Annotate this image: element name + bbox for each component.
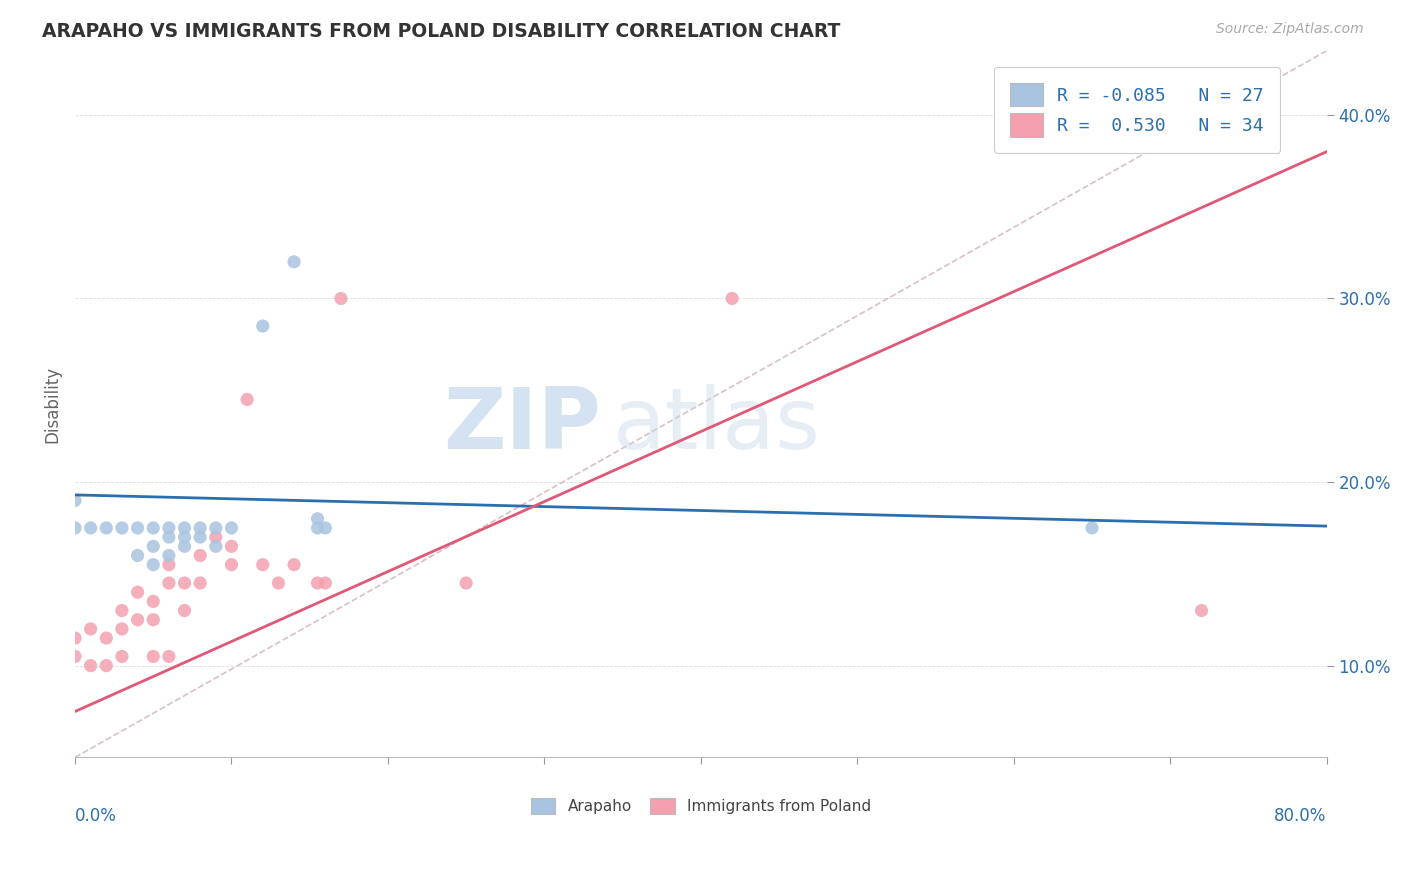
Point (111, 622, 134, 636)
Point (127, 521, 149, 535)
Point (188, 576, 211, 591)
Point (1081, 521, 1104, 535)
Point (142, 594, 165, 608)
Point (63, 649, 86, 664)
Point (252, 318, 274, 333)
Point (314, 576, 336, 591)
Point (236, 392, 259, 407)
Y-axis label: Disability: Disability (44, 366, 60, 442)
Point (79, 658, 101, 673)
Point (142, 521, 165, 535)
Point (63, 631, 86, 645)
Point (221, 539, 243, 553)
Text: ZIP: ZIP (443, 384, 600, 467)
Point (142, 649, 165, 664)
Point (283, 558, 305, 572)
Point (205, 530, 228, 544)
Point (173, 603, 195, 617)
Point (157, 549, 180, 563)
Point (721, 292, 744, 306)
Point (267, 576, 290, 591)
Point (1191, 603, 1213, 617)
Point (307, 576, 329, 591)
Point (157, 558, 180, 572)
Point (96, 631, 118, 645)
Point (252, 558, 274, 572)
Point (157, 576, 180, 591)
Point (173, 576, 195, 591)
Legend: Arapaho, Immigrants from Poland: Arapaho, Immigrants from Poland (524, 791, 877, 821)
Text: 0.0%: 0.0% (75, 807, 117, 825)
Point (173, 521, 195, 535)
Point (205, 521, 228, 535)
Point (188, 530, 211, 544)
Point (127, 549, 149, 563)
Point (188, 549, 211, 563)
Point (221, 558, 243, 572)
Point (307, 521, 329, 535)
Point (157, 521, 180, 535)
Point (307, 512, 329, 526)
Point (63, 493, 86, 508)
Point (142, 558, 165, 572)
Point (79, 622, 101, 636)
Point (314, 521, 336, 535)
Point (79, 521, 101, 535)
Point (188, 521, 211, 535)
Point (173, 530, 195, 544)
Point (127, 613, 149, 627)
Point (96, 521, 118, 535)
Point (157, 649, 180, 664)
Point (127, 585, 149, 599)
Point (63, 521, 86, 535)
Point (111, 521, 134, 535)
Point (330, 292, 353, 306)
Point (283, 254, 305, 268)
Point (173, 539, 195, 553)
Point (142, 539, 165, 553)
Point (157, 530, 180, 544)
Point (456, 576, 478, 591)
Point (111, 649, 134, 664)
Text: ARAPAHO VS IMMIGRANTS FROM POLAND DISABILITY CORRELATION CHART: ARAPAHO VS IMMIGRANTS FROM POLAND DISABI… (42, 22, 841, 41)
Point (142, 613, 165, 627)
Point (96, 658, 118, 673)
Text: atlas: atlas (613, 384, 821, 467)
Point (221, 521, 243, 535)
Text: Source: ZipAtlas.com: Source: ZipAtlas.com (1216, 22, 1364, 37)
Point (205, 539, 228, 553)
Point (111, 603, 134, 617)
Text: 80.0%: 80.0% (1274, 807, 1327, 825)
